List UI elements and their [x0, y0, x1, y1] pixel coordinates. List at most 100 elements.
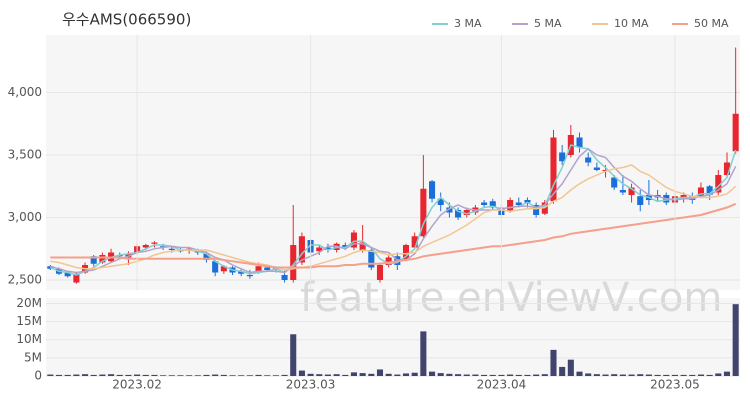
volume-bar	[637, 374, 644, 376]
volume-bar	[550, 349, 557, 376]
volume-bar	[533, 374, 540, 376]
candle-body	[628, 187, 635, 195]
candle-body	[481, 202, 488, 205]
candle-body	[446, 207, 453, 213]
candle-body	[455, 210, 462, 218]
volume-bar	[402, 373, 410, 376]
volume-bar	[82, 374, 89, 376]
price-panel	[46, 35, 740, 290]
volume-bar	[55, 374, 63, 376]
legend-label: 10 MA	[614, 17, 649, 30]
volume-bar	[238, 375, 245, 376]
volume-bar	[723, 371, 731, 376]
candle-body	[376, 265, 384, 280]
volume-bar	[255, 374, 262, 376]
candle-body	[732, 113, 739, 152]
candle-body	[585, 157, 592, 163]
volume-bar	[498, 374, 505, 376]
volume-bar	[541, 374, 548, 376]
volume-bar	[307, 373, 314, 376]
volume-bar	[420, 331, 427, 376]
candle-body	[64, 272, 71, 277]
volume-bar	[246, 375, 253, 376]
ma-line	[50, 202, 737, 269]
volume-bar	[585, 373, 592, 376]
candle-body	[142, 245, 149, 248]
candle-body	[203, 253, 210, 260]
candle-body	[637, 196, 644, 205]
candle-body	[411, 236, 418, 248]
candle-body	[715, 175, 722, 193]
legend-label: 50 MA	[694, 17, 729, 30]
volume-bar	[671, 374, 678, 376]
volume-bar	[264, 375, 271, 376]
candle-body	[420, 188, 427, 237]
volume-bar	[160, 375, 167, 376]
volume-bar	[168, 375, 175, 376]
candle-body	[429, 181, 436, 199]
volume-bar	[732, 304, 739, 376]
volume-bar	[611, 374, 618, 376]
x-tick-label: 2023.05	[650, 378, 700, 392]
volume-bar	[455, 374, 462, 376]
volume-bar	[272, 375, 279, 376]
ma-line	[50, 164, 737, 271]
candle-body	[90, 256, 97, 264]
volume-bar	[559, 366, 566, 376]
volume-bar	[507, 374, 514, 376]
volume-bar	[515, 374, 522, 376]
volume-bar	[212, 374, 219, 376]
x-tick-label: 2023.02	[112, 378, 162, 392]
candle-body	[550, 137, 557, 202]
candle-body	[723, 162, 731, 175]
watermark: feature.enViewV.com	[300, 275, 722, 321]
volume-bar	[385, 373, 392, 376]
volume-bar	[368, 373, 375, 376]
volume-bar	[463, 374, 470, 376]
y-tick-label: 3,500	[8, 148, 42, 162]
volume-bar	[680, 374, 687, 376]
ma-line	[50, 147, 737, 274]
volume-bar	[411, 372, 418, 376]
candle-body	[385, 257, 392, 265]
volume-bar	[489, 374, 496, 376]
candle-body	[611, 177, 618, 188]
candle-body	[281, 275, 288, 280]
y-tick-label: 10M	[16, 332, 42, 346]
candle-body	[290, 245, 297, 280]
candle-body	[524, 200, 531, 203]
y-tick-label: 20M	[16, 296, 42, 310]
volume-bar	[194, 375, 201, 376]
y-tick-label: 3,000	[8, 210, 42, 224]
candle-body	[359, 242, 366, 250]
volume-bar	[108, 374, 115, 376]
volume-bar	[359, 373, 366, 376]
volume-bar	[350, 372, 357, 376]
candle-body	[246, 275, 253, 277]
candle-body	[533, 205, 540, 215]
volume-bar	[645, 374, 652, 376]
candle-body	[324, 247, 331, 250]
volume-bar	[437, 373, 444, 376]
candle-body	[99, 255, 106, 263]
chart-title: 우수AMS(066590)	[62, 11, 191, 29]
volume-bar	[567, 359, 574, 376]
candle-body	[697, 187, 704, 197]
volume-bar	[602, 374, 609, 376]
y-tick-label: 4,000	[8, 85, 42, 99]
volume-bar	[324, 374, 331, 376]
volume-bar	[697, 374, 704, 376]
volume-bar	[394, 374, 401, 376]
volume-bar	[298, 370, 305, 376]
volume-bar	[706, 374, 713, 376]
candle-body	[151, 242, 158, 244]
volume-bar	[90, 374, 97, 376]
candle-body	[619, 190, 626, 193]
volume-bar	[229, 375, 236, 376]
candle-body	[489, 201, 496, 208]
legend-label: 3 MA	[454, 17, 482, 30]
candle-body	[350, 232, 357, 248]
volume-bar	[481, 374, 488, 376]
volume-bar	[429, 371, 436, 376]
volume-bar	[290, 334, 297, 376]
